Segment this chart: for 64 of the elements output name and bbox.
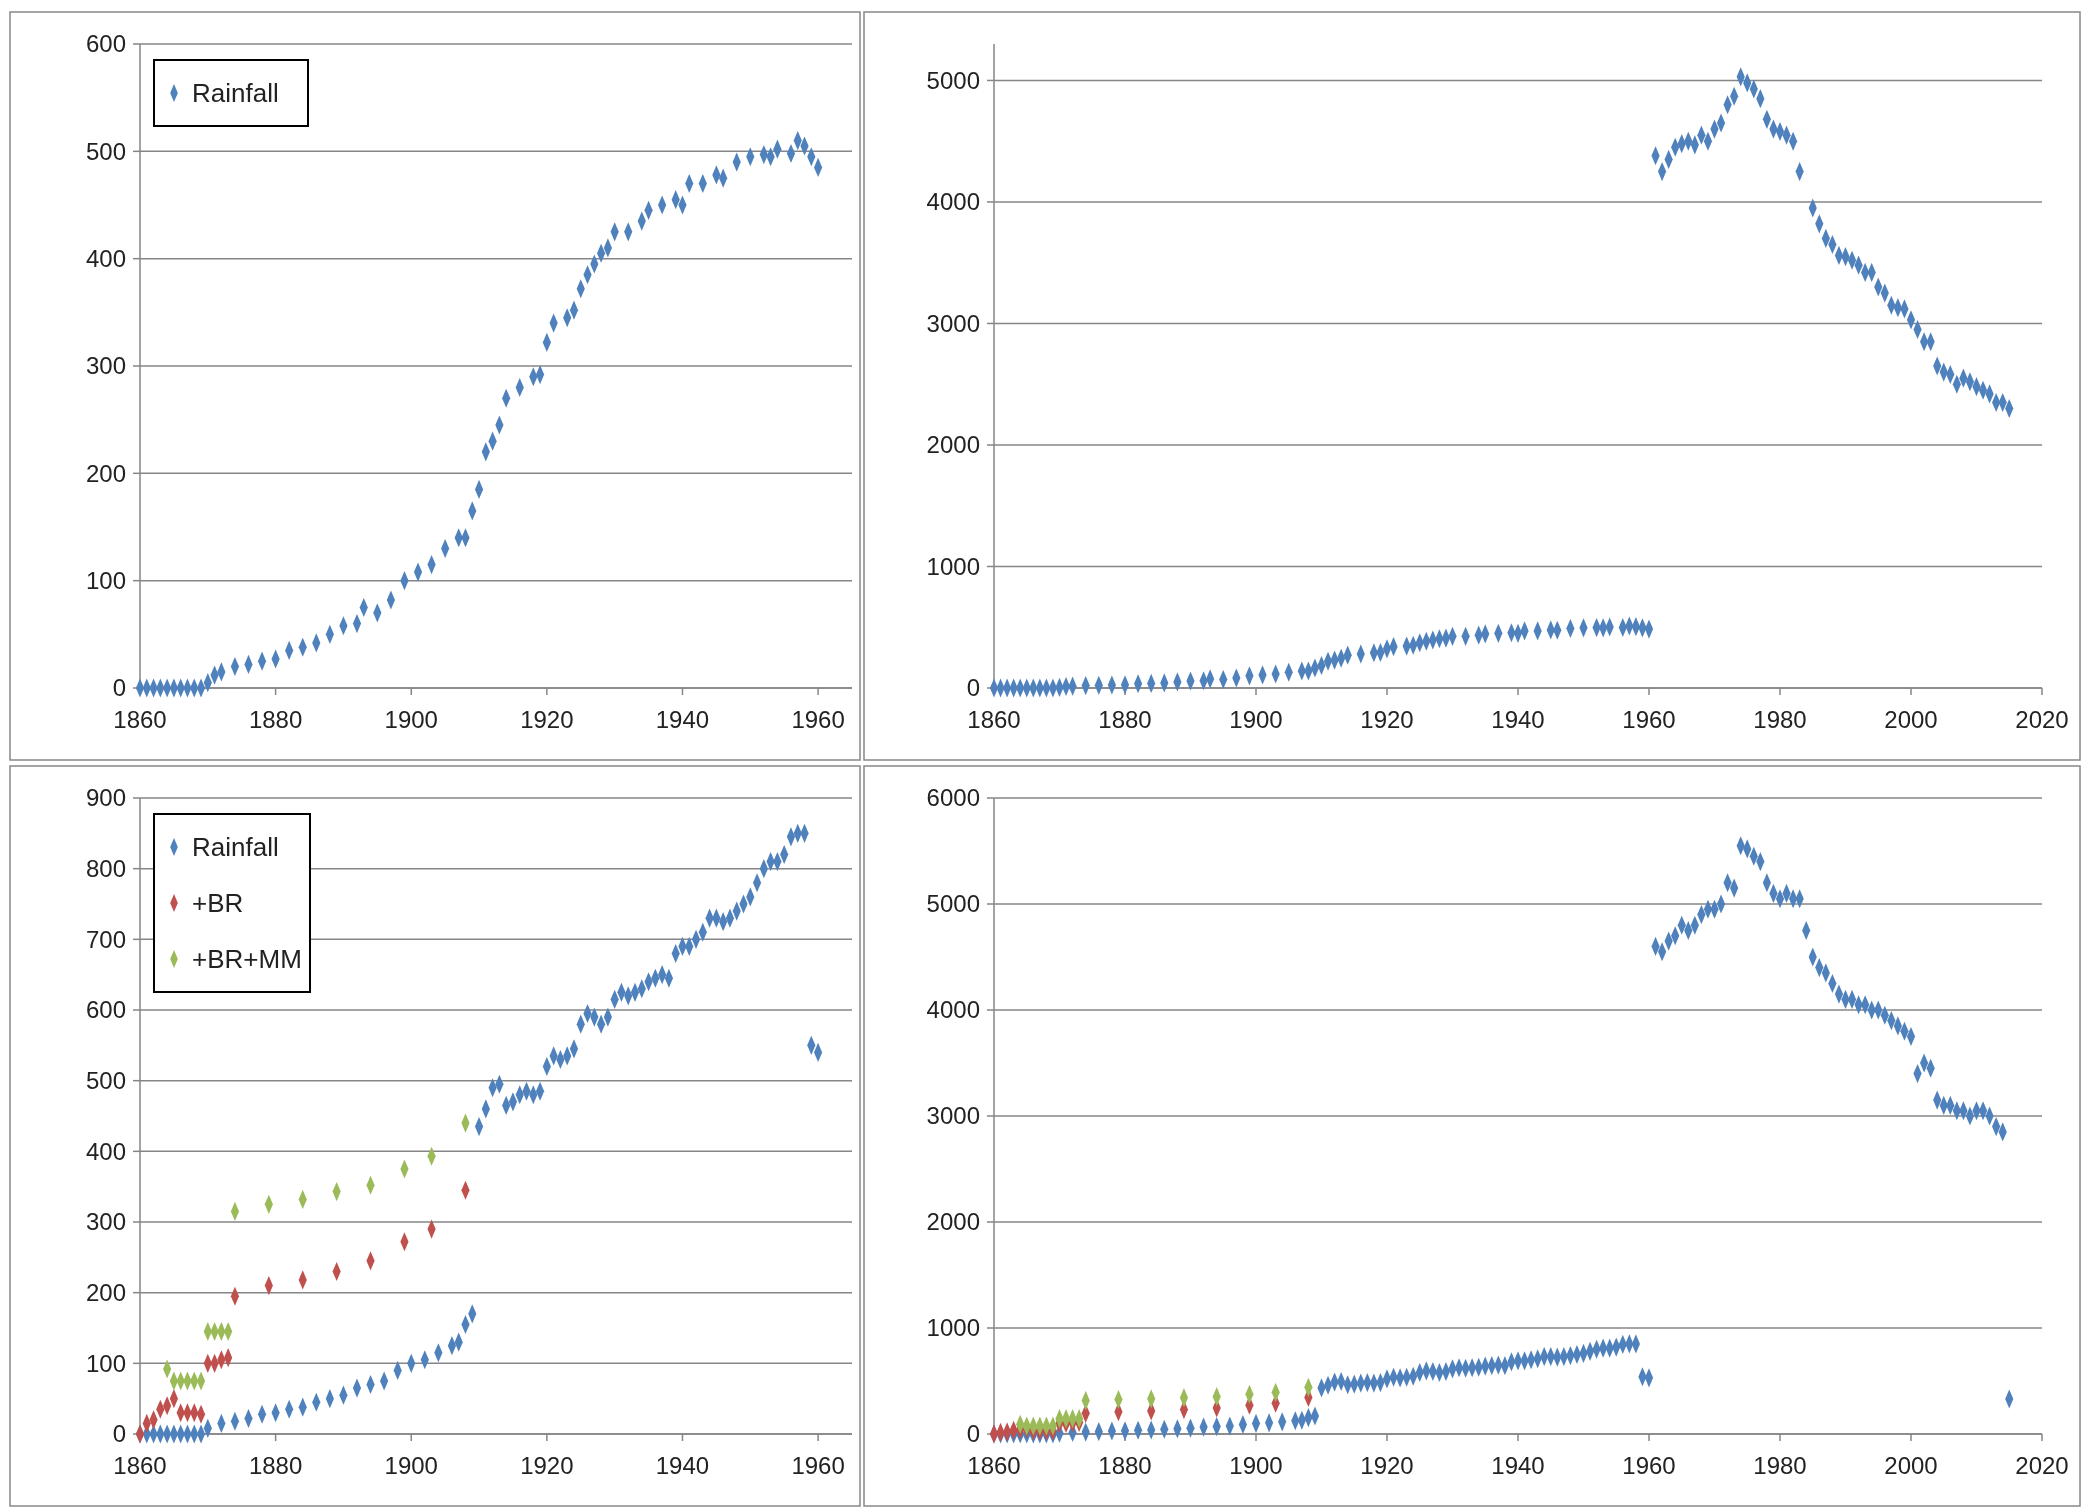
- y-tick-label: 3000: [926, 309, 980, 337]
- y-tick-label: 300: [85, 1208, 126, 1236]
- y-tick-label: 600: [85, 996, 126, 1024]
- x-tick-label: 1940: [655, 1452, 710, 1479]
- y-tick-label: 2000: [926, 1208, 980, 1236]
- x-tick-label: 1860: [967, 706, 1021, 733]
- y-tick-label: 1000: [926, 552, 980, 580]
- y-tick-label: 100: [85, 1349, 126, 1377]
- x-tick-label: 1880: [1098, 706, 1152, 733]
- x-tick-label: 1900: [384, 1452, 438, 1479]
- x-tick-label: 1900: [384, 706, 438, 733]
- y-tick-label: 100: [85, 567, 126, 595]
- x-tick-label: 1900: [1229, 1452, 1283, 1479]
- y-tick-label: 4000: [926, 188, 980, 216]
- y-tick-label: 6000: [926, 784, 980, 812]
- y-tick-label: 900: [85, 784, 126, 812]
- y-tick-label: 0: [112, 1420, 126, 1448]
- y-tick-label: 0: [966, 674, 980, 702]
- x-tick-label: 1880: [1098, 1452, 1152, 1479]
- x-tick-label: 2020: [2015, 1452, 2069, 1479]
- y-tick-label: 1000: [926, 1314, 980, 1342]
- y-tick-label: 500: [85, 137, 126, 165]
- y-tick-label: 300: [85, 352, 126, 380]
- x-tick-label: 1980: [1753, 1452, 1807, 1479]
- x-tick-label: 1860: [113, 1452, 167, 1479]
- x-tick-label: 2020: [2015, 706, 2069, 733]
- y-tick-label: 0: [112, 674, 126, 702]
- y-tick-label: 5000: [926, 66, 980, 94]
- x-tick-label: 1960: [1622, 1452, 1676, 1479]
- x-tick-label: 2000: [1884, 706, 1938, 733]
- x-tick-label: 1920: [520, 1452, 574, 1479]
- x-tick-label: 1880: [248, 1452, 303, 1479]
- x-tick-label: 1960: [791, 1452, 845, 1479]
- y-tick-label: 600: [85, 30, 126, 58]
- x-tick-label: 1900: [1229, 706, 1283, 733]
- y-tick-label: 200: [85, 1279, 126, 1307]
- legend-label: Rainfall: [192, 832, 279, 863]
- y-tick-label: 800: [85, 855, 126, 883]
- y-tick-label: 2000: [926, 431, 980, 459]
- x-tick-label: 1940: [1491, 1452, 1545, 1479]
- legend-label: Rainfall: [192, 78, 279, 109]
- x-tick-label: 1920: [1360, 1452, 1414, 1479]
- x-tick-label: 1860: [967, 1452, 1021, 1479]
- x-tick-label: 1940: [1491, 706, 1545, 733]
- y-tick-label: 3000: [926, 1102, 980, 1130]
- x-tick-label: 2000: [1884, 1452, 1938, 1479]
- y-tick-label: 5000: [926, 890, 980, 918]
- y-tick-label: 400: [85, 1137, 126, 1165]
- y-tick-label: 500: [85, 1067, 126, 1095]
- x-tick-label: 1960: [791, 706, 845, 733]
- x-tick-label: 1940: [655, 706, 710, 733]
- legend-label: +BR: [192, 888, 244, 919]
- y-tick-label: 4000: [926, 996, 980, 1024]
- x-tick-label: 1960: [1622, 706, 1676, 733]
- x-tick-label: 1920: [520, 706, 574, 733]
- y-tick-label: 0: [966, 1420, 980, 1448]
- x-tick-label: 1980: [1753, 706, 1807, 733]
- y-tick-label: 400: [85, 245, 126, 273]
- y-tick-label: 700: [85, 925, 126, 953]
- legend-label: +BR+MM: [192, 944, 302, 975]
- x-tick-label: 1880: [248, 706, 303, 733]
- x-tick-label: 1920: [1360, 706, 1414, 733]
- y-tick-label: 200: [85, 459, 126, 487]
- x-tick-label: 1860: [113, 706, 167, 733]
